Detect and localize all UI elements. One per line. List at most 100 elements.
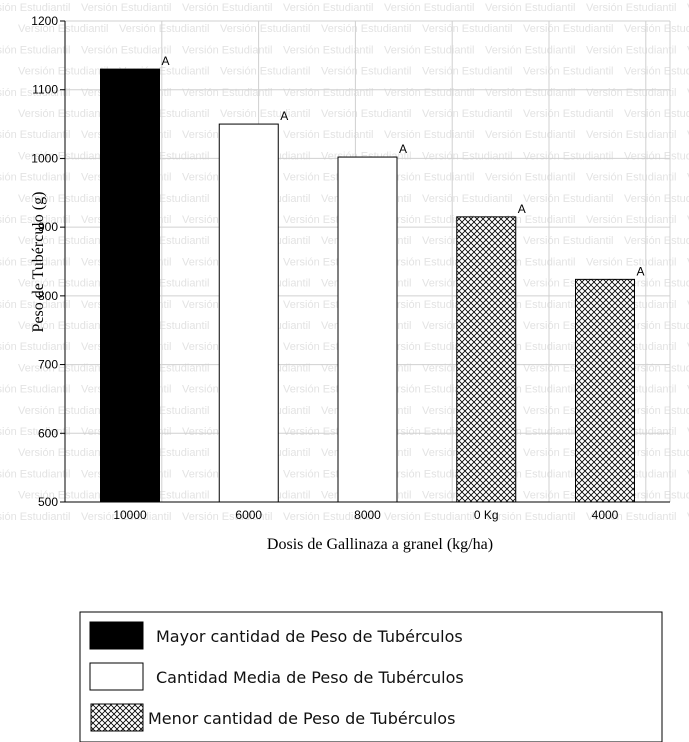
watermark-text: Versión Estudiantil [586, 214, 677, 226]
watermark-text: Versión Estudiantil [81, 44, 172, 56]
watermark-text: Versión Estudiantil [18, 320, 109, 332]
legend-label: Menor cantidad de Peso de Tubérculos [148, 709, 455, 728]
watermark-text: Versión Estudiantil [523, 193, 614, 205]
watermark-text: Versión Estudiantil [523, 150, 614, 162]
bar [575, 278, 635, 503]
watermark-text: Versión Estudiantil [586, 129, 677, 141]
watermark-text: Versión Estudiantil [220, 108, 311, 120]
watermark-text: Versión Estudiantil [586, 2, 677, 14]
x-tick-label: 10000 [113, 508, 147, 522]
watermark-text: Versión Estudiantil [384, 511, 475, 523]
watermark-text: Versión Estudiantil [18, 193, 109, 205]
watermark-text: Versión Estudiantil [586, 172, 677, 184]
watermark-text: Versión Estudiantil [523, 235, 614, 247]
watermark-text: Versión Estudiantil [687, 44, 689, 56]
legend: Mayor cantidad de Peso de Tubérculos Cant… [79, 611, 663, 742]
watermark-text: Versión Estudiantil [220, 23, 311, 35]
watermark-text: Versión Estudiantil [0, 384, 71, 396]
watermark-text: Versión Estudiantil [182, 511, 273, 523]
significance-letter: A [399, 142, 407, 156]
watermark-text: Versión Estudiantil [624, 150, 689, 162]
watermark-text: Versión Estudiantil [18, 362, 109, 374]
watermark-text: Versión Estudiantil [422, 150, 513, 162]
watermark-text: Versión Estudiantil [0, 44, 71, 56]
watermark-text: Versión Estudiantil [687, 468, 689, 480]
bar [456, 216, 517, 503]
watermark-text: Versión Estudiantil [523, 108, 614, 120]
watermark-text: Versión Estudiantil [687, 384, 689, 396]
watermark-text: Versión Estudiantil [624, 490, 689, 502]
watermark-text: Versión Estudiantil [624, 235, 689, 247]
watermark-text: Versión Estudiantil [0, 426, 71, 438]
legend-swatch [89, 621, 144, 650]
watermark-text: Versión Estudiantil [624, 405, 689, 417]
y-tick-label: 500 [38, 495, 58, 509]
x-axis-label: Dosis de Gallinaza a granel (kg/ha) [267, 536, 493, 553]
y-axis-label: Peso de Tubérculo (g) [30, 192, 47, 333]
watermark-text: Versión Estudiantil [422, 23, 513, 35]
watermark-text: Versión Estudiantil [283, 44, 374, 56]
watermark-text: Versión Estudiantil [119, 23, 210, 35]
watermark-text: Versión Estudiantil [624, 23, 689, 35]
x-tick-label: 0 Kg [474, 508, 499, 522]
watermark-text: Versión Estudiantil [586, 44, 677, 56]
watermark-text: Versión Estudiantil [283, 87, 374, 99]
watermark-text: Versión Estudiantil [384, 87, 475, 99]
watermark-text: Versión Estudiantil [0, 341, 71, 353]
watermark-text: Versión Estudiantil [283, 129, 374, 141]
watermark-text: Versión Estudiantil [687, 256, 689, 268]
y-tick-label: 900 [38, 220, 58, 234]
y-tick-label: 700 [38, 358, 58, 372]
watermark-text: Versión Estudiantil [422, 193, 513, 205]
legend-label: Mayor cantidad de Peso de Tubérculos [156, 627, 463, 646]
significance-letter: A [518, 202, 526, 216]
watermark-text: Versión Estudiantil [586, 87, 677, 99]
y-tick-label: 1100 [32, 83, 58, 97]
watermark-text: Versión Estudiantil [422, 108, 513, 120]
watermark-text: Versión Estudiantil [624, 278, 689, 290]
watermark-text: Versión Estudiantil [384, 2, 475, 14]
y-tick-label: 1200 [31, 14, 58, 28]
watermark-text: Versión Estudiantil [384, 172, 475, 184]
legend-swatch [89, 662, 144, 691]
watermark-text: Versión Estudiantil [18, 405, 109, 417]
watermark-text: Versión Estudiantil [523, 66, 614, 78]
watermark-text: Versión Estudiantil [485, 2, 576, 14]
x-tick-label: 6000 [235, 508, 262, 522]
watermark-text: Versión Estudiantil [485, 87, 576, 99]
bar [218, 123, 279, 503]
watermark-text: Versión Estudiantil [18, 278, 109, 290]
watermark-text: Versión Estudiantil [18, 23, 109, 35]
watermark-text: Versión Estudiantil [0, 87, 71, 99]
x-tick-label: 8000 [354, 508, 381, 522]
watermark-text: Versión Estudiantil [624, 193, 689, 205]
watermark-text: Versión Estudiantil [0, 299, 71, 311]
legend-box [79, 611, 663, 742]
watermark-text: Versión Estudiantil [687, 511, 689, 523]
axes: 500 600 700 800 900 1000 1100 1200 [31, 14, 670, 509]
watermark-text: Versión Estudiantil [485, 129, 576, 141]
watermark-text: Versión Estudiantil [81, 511, 172, 523]
legend-label: Cantidad Media de Peso de Tubérculos [156, 668, 464, 687]
watermark-text: Versión Estudiantil [687, 172, 689, 184]
watermark-text: Versión Estudiantil [687, 299, 689, 311]
watermark-text: Versión Estudiantil [624, 108, 689, 120]
watermark-text: Versión Estudiantil [321, 108, 412, 120]
watermark-text: Versión Estudiantil [0, 256, 71, 268]
watermark-text: Versión Estudiantil [586, 511, 677, 523]
significance-letter: A [162, 54, 170, 68]
watermark-text: Versión Estudiantil [384, 44, 475, 56]
watermark-text: Versión Estudiantil [0, 172, 71, 184]
watermark-text: Versión Estudiantil [687, 341, 689, 353]
watermark-text: Versión Estudiantil [18, 150, 109, 162]
watermark-text: Versión Estudiantil [624, 320, 689, 332]
watermark-text: Versión Estudiantil [687, 426, 689, 438]
y-tick-label: 800 [38, 289, 58, 303]
watermark-text: Versión Estudiantil [485, 172, 576, 184]
bar [100, 68, 160, 503]
watermark-text: Versión Estudiantil [0, 468, 71, 480]
watermark-text: Versión Estudiantil [624, 447, 689, 459]
watermark-text: Versión Estudiantil [687, 2, 689, 14]
watermark-text: Versión Estudiantil [485, 44, 576, 56]
